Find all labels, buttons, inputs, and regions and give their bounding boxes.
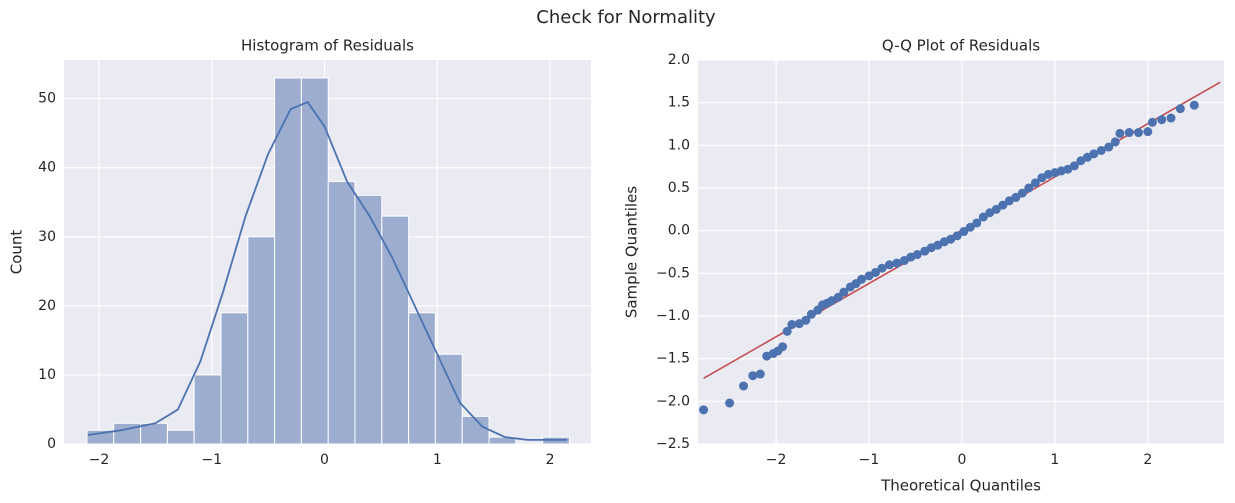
qq-point (1096, 145, 1106, 155)
qq-point (884, 260, 894, 270)
qq-point (1104, 142, 1114, 152)
qq-point (801, 315, 811, 325)
qq-point (912, 250, 922, 260)
y-tick-label: 1.0 (668, 137, 690, 153)
y-tick-label: −2.0 (656, 393, 690, 409)
y-tick-label: 50 (38, 91, 56, 107)
y-tick-label: 2.0 (668, 52, 690, 68)
histogram-bar (488, 436, 517, 445)
qq-point (782, 326, 792, 336)
qq-point (1147, 117, 1157, 127)
histogram-bar (434, 353, 463, 445)
y-tick-label: −2.5 (656, 436, 690, 452)
qq-point (877, 263, 887, 273)
histogram-bar (354, 194, 383, 445)
y-tick-label: 0 (47, 436, 56, 452)
qq-point (972, 218, 982, 228)
histogram-bar (300, 77, 329, 445)
qq-point (892, 258, 902, 268)
qq-point (952, 231, 962, 241)
qq-point (725, 398, 735, 408)
qq-point (1124, 128, 1134, 138)
qq-point (699, 405, 709, 415)
plot-area (698, 60, 1224, 444)
y-axis-label: Sample Quantiles (623, 186, 641, 318)
y-tick-label: 40 (38, 160, 56, 176)
histogram-bar (220, 312, 249, 445)
x-tick-label: −2 (766, 452, 787, 468)
x-tick-label: −1 (201, 452, 222, 468)
qq-point (806, 309, 816, 319)
figure-title: Check for Normality (536, 7, 716, 28)
qq-point (1069, 161, 1079, 171)
qq-point (1134, 128, 1144, 138)
x-tick-label: 2 (546, 452, 555, 468)
qq-point (1011, 192, 1021, 202)
kde-line (87, 101, 567, 441)
y-tick-label: 30 (38, 229, 56, 245)
subplot-title: Q-Q Plot of Residuals (882, 37, 1040, 55)
qq-point (1189, 100, 1199, 110)
y-tick-label: 0.0 (668, 223, 690, 239)
y-tick-label: 20 (38, 298, 56, 314)
qq-point (871, 267, 881, 277)
y-axis-label: Count (8, 230, 26, 275)
histogram-bar (461, 415, 490, 445)
qq-point (839, 287, 849, 297)
y-tick-label: 0.5 (668, 180, 690, 196)
qq-point (748, 371, 758, 381)
x-tick-label: −1 (859, 452, 880, 468)
qq-point (1017, 188, 1027, 198)
qq-point (857, 274, 867, 284)
y-tick-label: 1.5 (668, 95, 690, 111)
y-tick-label: 10 (38, 367, 56, 383)
subplot-title: Histogram of Residuals (241, 37, 414, 55)
qq-point (739, 381, 749, 391)
qq-point (998, 200, 1008, 210)
qq-point (1157, 115, 1167, 125)
qq-point (965, 222, 975, 232)
x-tick-label: 0 (320, 452, 329, 468)
qq-point (787, 320, 797, 330)
qq-point (991, 204, 1001, 214)
qq-point (1030, 178, 1040, 188)
histogram-bar (327, 181, 356, 445)
y-tick-label: −0.5 (656, 265, 690, 281)
qq-point (1110, 137, 1120, 147)
qq-point (978, 212, 988, 222)
histogram-bar (274, 77, 302, 445)
qq-point (778, 342, 788, 352)
x-tick-label: 1 (1050, 452, 1059, 468)
y-tick-label: −1.5 (656, 351, 690, 367)
x-tick-label: 0 (957, 452, 966, 468)
qq-point (1115, 128, 1125, 138)
qq-point (1175, 104, 1185, 114)
x-tick-label: 1 (433, 452, 442, 468)
histogram-bar (247, 236, 276, 445)
histogram-bar (408, 312, 436, 445)
x-axis-label: Theoretical Quantiles (880, 477, 1041, 495)
y-tick-label: −1.0 (656, 308, 690, 324)
x-tick-label: −2 (89, 452, 110, 468)
qq-point (959, 227, 969, 237)
qq-point (1089, 149, 1099, 159)
histogram-bar (381, 215, 410, 445)
qq-point (1143, 127, 1153, 137)
histogram-bar (166, 429, 195, 445)
qq-point (1024, 183, 1034, 193)
histogram-bar (193, 374, 222, 445)
x-tick-label: 2 (1143, 452, 1152, 468)
qq-point (755, 369, 765, 379)
qq-point (1166, 113, 1176, 123)
